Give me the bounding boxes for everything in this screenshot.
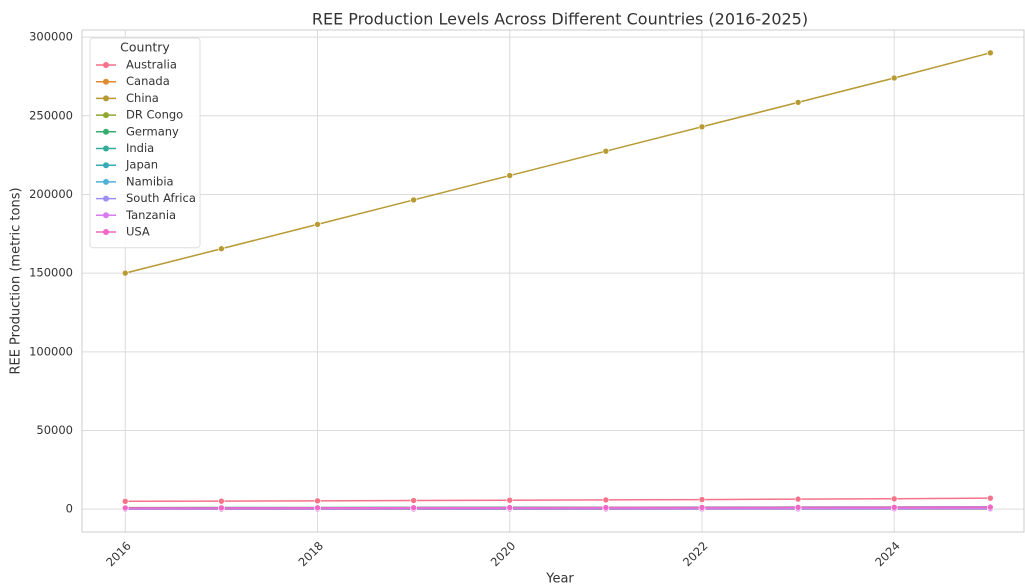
legend: Country Australia Canada China DR Congo Germa…	[89, 37, 201, 249]
data-point	[890, 495, 898, 503]
legend-marker	[103, 78, 109, 85]
data-point	[602, 147, 610, 155]
legend-marker	[103, 112, 109, 119]
chart-title: REE Production Levels Across Different C…	[312, 10, 808, 29]
data-point	[602, 504, 610, 511]
legend-label: Japan	[125, 158, 158, 172]
data-point	[506, 504, 514, 511]
data-point	[121, 269, 129, 277]
legend-marker	[103, 128, 109, 135]
data-point	[314, 504, 321, 512]
legend-label: DR Congo	[126, 108, 183, 122]
legend-marker	[103, 162, 109, 169]
data-point	[218, 504, 225, 512]
data-point	[987, 494, 994, 502]
x-tick-label: 2018	[295, 539, 326, 570]
legend-label: USA	[126, 225, 150, 239]
legend-marker	[103, 62, 109, 68]
x-axis-label: Year	[545, 572, 574, 586]
data-point	[410, 504, 417, 511]
data-point	[506, 496, 514, 504]
data-point	[506, 172, 514, 179]
legend-marker	[103, 145, 109, 152]
data-point	[890, 503, 898, 511]
y-tick-label: 0	[66, 502, 73, 516]
data-point	[602, 496, 610, 504]
y-tick-label: 100000	[29, 344, 73, 358]
legend-marker	[103, 229, 109, 235]
legend-label: China	[126, 91, 159, 105]
data-point	[890, 74, 898, 82]
data-point	[987, 49, 994, 57]
x-tick-label: 2024	[872, 539, 903, 570]
y-tick-label: 250000	[29, 108, 73, 122]
data-point	[794, 504, 802, 511]
data-point	[987, 503, 994, 511]
data-point	[218, 245, 225, 253]
data-point	[410, 497, 417, 504]
data-point	[314, 497, 321, 505]
legend-title: Country	[120, 40, 170, 55]
data-point	[794, 495, 802, 503]
data-point	[410, 196, 417, 204]
legend-label: Canada	[126, 74, 170, 88]
y-tick-label: 200000	[29, 187, 73, 201]
y-tick-label: 150000	[29, 266, 73, 280]
series-line	[125, 497, 991, 503]
legend-label: Namibia	[126, 174, 174, 188]
plot-frame	[81, 29, 1025, 533]
y-tick-label: 50000	[36, 423, 73, 437]
legend-label: South Africa	[126, 191, 196, 205]
x-tick-label: 2016	[103, 539, 134, 570]
data-point	[121, 498, 129, 505]
legend-marker	[103, 195, 109, 202]
x-tick-label: 2020	[488, 539, 519, 570]
data-point	[698, 504, 706, 511]
data-point	[314, 221, 321, 228]
data-point	[698, 123, 706, 131]
legend-label: Tanzania	[125, 208, 176, 222]
series-line	[125, 506, 991, 509]
y-tick-label: 300000	[29, 30, 73, 44]
legend-label: Germany	[126, 124, 179, 138]
legend-marker	[103, 178, 109, 185]
data-point	[794, 99, 802, 106]
x-tick-label: 2022	[680, 539, 711, 570]
data-point	[218, 497, 225, 505]
series-line	[125, 52, 991, 274]
legend-marker	[103, 95, 109, 102]
legend-label: India	[126, 141, 154, 155]
y-axis-label: REE Production (metric tons)	[9, 187, 24, 374]
data-point	[121, 504, 129, 512]
legend-box	[89, 37, 201, 249]
data-point	[698, 496, 706, 503]
legend-marker	[103, 212, 109, 219]
legend-label: Australia	[126, 58, 177, 72]
